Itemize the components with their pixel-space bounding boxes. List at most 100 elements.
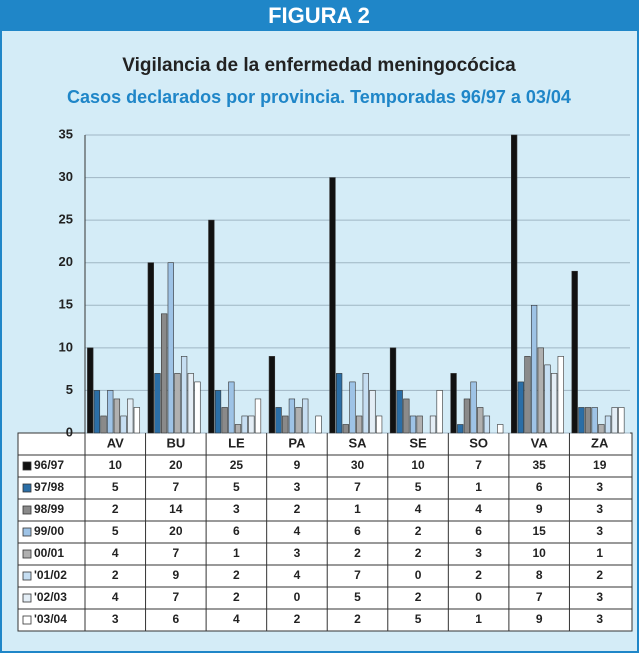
table-cell: 0	[415, 568, 422, 582]
bar	[470, 381, 477, 434]
bar	[450, 373, 457, 434]
bar	[221, 407, 228, 434]
y-tick-label: 20	[59, 254, 73, 269]
table-cell: 2	[596, 568, 603, 582]
bar	[511, 134, 518, 434]
bar	[174, 373, 181, 434]
table-cell: 7	[475, 458, 482, 472]
bar	[254, 398, 262, 434]
table-cell: 35	[532, 458, 546, 472]
table-cell: 2	[475, 568, 482, 582]
y-tick-label: 15	[59, 297, 73, 312]
bar	[234, 424, 242, 434]
bar	[396, 390, 403, 434]
table-cell: 4	[294, 568, 301, 582]
bar	[208, 219, 215, 434]
table-cell: 3	[294, 546, 301, 560]
bar	[295, 407, 302, 434]
legend-label: '02/03	[34, 590, 67, 604]
table-cell: 5	[233, 480, 240, 494]
table-cell: 19	[593, 458, 607, 472]
table-cell: 6	[475, 524, 482, 538]
bar	[154, 373, 161, 434]
table-cell: 10	[532, 546, 546, 560]
table-cell: 3	[475, 546, 482, 560]
legend-label: '01/02	[34, 568, 67, 582]
bar	[180, 356, 188, 434]
table-cell: 2	[415, 524, 422, 538]
table-cell: 7	[172, 480, 179, 494]
table-cell: 4	[112, 546, 119, 560]
table-cell: 15	[532, 524, 546, 538]
bar	[268, 356, 276, 434]
legend-label: 96/97	[34, 458, 64, 472]
x-tick-label: LE	[228, 435, 245, 450]
table-cell: 9	[172, 568, 179, 582]
bar	[315, 415, 322, 434]
y-tick-label: 5	[66, 382, 73, 397]
y-tick-label: 35	[59, 126, 73, 141]
table-cell: 25	[230, 458, 244, 472]
table-cell: 6	[172, 612, 179, 626]
y-tick-label: 10	[59, 339, 73, 354]
bar	[214, 390, 222, 434]
legend-swatch	[22, 461, 32, 471]
table-cell: 0	[294, 590, 301, 604]
table-cell: 7	[172, 546, 179, 560]
bar	[618, 407, 625, 434]
table-cell: 8	[536, 568, 543, 582]
legend-swatch	[22, 527, 32, 537]
bar	[248, 415, 255, 434]
bar	[362, 373, 369, 434]
bar	[275, 407, 282, 434]
table-cell: 4	[415, 502, 422, 516]
bar	[187, 373, 194, 434]
bar	[342, 424, 349, 434]
table-cell: 3	[294, 480, 301, 494]
legend-swatch	[22, 505, 32, 515]
table-cell: 7	[354, 480, 361, 494]
x-tick-label: VA	[531, 435, 549, 450]
table-cell: 2	[294, 502, 301, 516]
table-cell: 2	[233, 568, 240, 582]
table-cell: 30	[351, 458, 365, 472]
bar	[100, 415, 107, 434]
x-tick-label: ZA	[591, 435, 609, 450]
bar	[463, 398, 471, 434]
table-cell: 3	[596, 590, 603, 604]
table-cell: 7	[536, 590, 543, 604]
table-cell: 20	[169, 458, 183, 472]
table-cell: 9	[536, 612, 543, 626]
bar	[355, 415, 363, 434]
chart-title: Vigilancia de la enfermedad meningocócic…	[122, 55, 516, 76]
bar	[389, 347, 397, 434]
legend-label: 97/98	[34, 480, 64, 494]
bar	[604, 415, 612, 434]
table-cell: 2	[112, 568, 119, 582]
bar	[113, 398, 121, 434]
legend-label: 99/00	[34, 524, 64, 538]
legend-label: 98/99	[34, 502, 64, 516]
bar	[524, 356, 531, 434]
table-cell: 5	[415, 612, 422, 626]
bar	[302, 398, 309, 434]
legend-swatch	[22, 571, 32, 581]
table-cell: 2	[415, 590, 422, 604]
bar	[228, 381, 235, 434]
table-cell: 2	[233, 590, 240, 604]
table-cell: 2	[415, 546, 422, 560]
x-tick-label: SE	[409, 435, 427, 450]
header: FIGURA 2	[268, 3, 370, 28]
bar	[147, 262, 154, 434]
legend-label: 00/01	[34, 546, 64, 560]
table-cell: 9	[294, 458, 301, 472]
table-cell: 2	[354, 546, 361, 560]
bar	[329, 177, 336, 434]
bar	[403, 398, 410, 434]
table-cell: 3	[596, 480, 603, 494]
bar	[578, 407, 585, 434]
table-cell: 4	[233, 612, 240, 626]
table-cell: 5	[112, 480, 119, 494]
table-cell: 4	[112, 590, 119, 604]
